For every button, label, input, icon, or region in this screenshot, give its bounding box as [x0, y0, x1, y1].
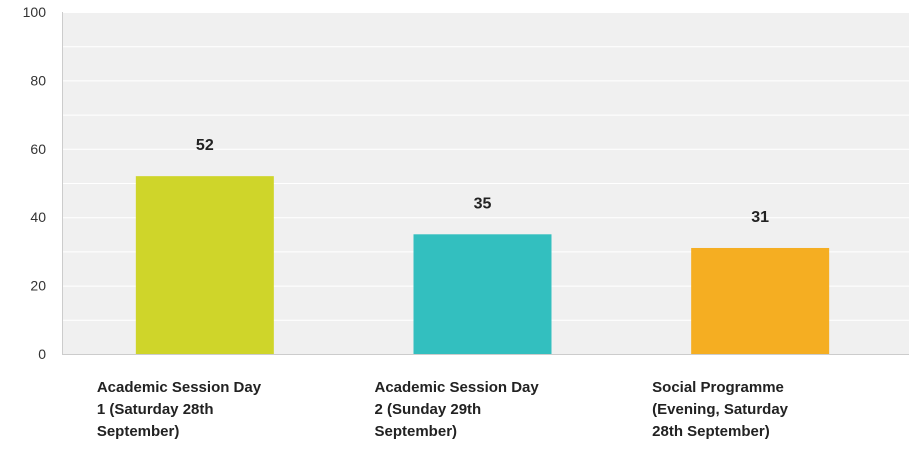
y-tick-label: 60 — [30, 141, 46, 157]
x-tick-label: 28th September) — [652, 423, 770, 440]
x-tick-label: September) — [97, 423, 180, 440]
y-tick-label: 20 — [30, 278, 46, 294]
bar — [413, 234, 552, 354]
bar — [135, 176, 274, 354]
y-axis: 0 20 40 60 80 100 — [23, 4, 909, 362]
data-label: 35 — [474, 195, 492, 212]
data-label: 31 — [751, 209, 769, 226]
x-tick-label: Academic Session Day — [375, 379, 540, 396]
bar — [691, 247, 830, 354]
x-tick-label: Social Programme — [652, 379, 784, 396]
x-tick-label: (Evening, Saturday — [652, 401, 789, 418]
y-tick-label: 40 — [30, 209, 46, 225]
y-tick-label: 80 — [30, 72, 46, 88]
x-tick-label: September) — [375, 423, 458, 440]
x-axis-labels: Academic Session Day 1 (Saturday 28th Sept… — [97, 379, 789, 440]
y-tick-label: 0 — [38, 346, 46, 362]
bars: 52 35 31 — [135, 137, 830, 354]
y-tick-label: 100 — [23, 4, 47, 20]
x-tick-label: 1 (Saturday 28th — [97, 401, 214, 418]
x-tick-label: Academic Session Day — [97, 379, 262, 396]
data-label: 52 — [196, 137, 214, 154]
x-tick-label: 2 (Sunday 29th — [375, 401, 482, 418]
